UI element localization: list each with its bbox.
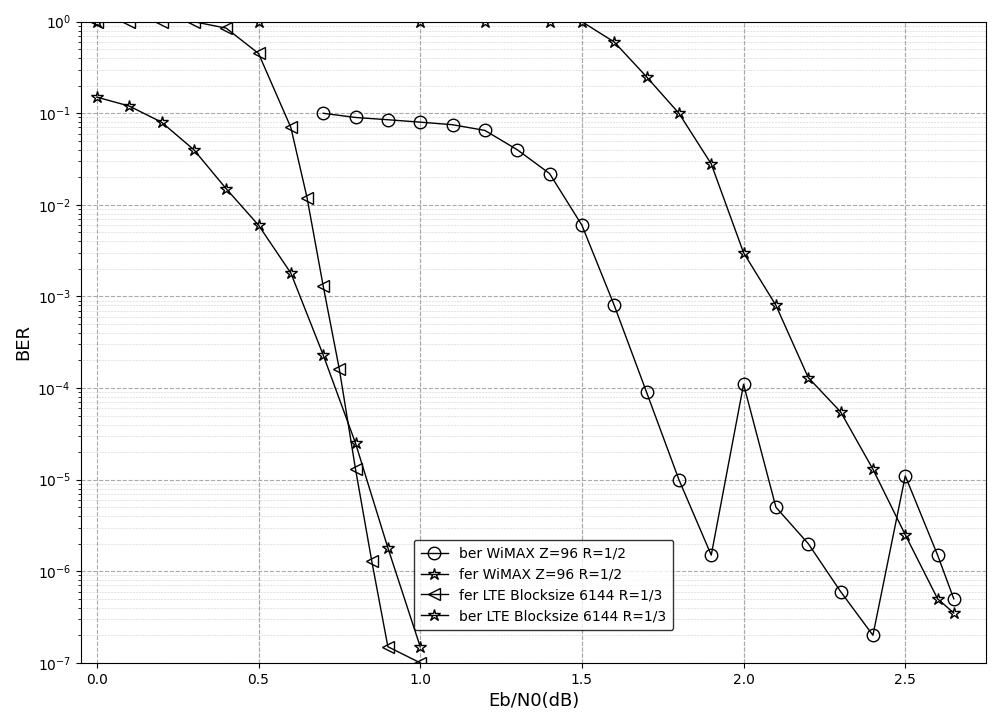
- ber WiMAX Z=96 R=1/2: [511, 146, 523, 154]
- ber WiMAX Z=96 R=1/2: [414, 118, 426, 127]
- Line: ber WiMAX Z=96 R=1/2: ber WiMAX Z=96 R=1/2: [317, 107, 960, 641]
- ber WiMAX Z=96 R=1/2: [350, 113, 362, 122]
- fer WiMAX Z=96 R=1/2: [899, 531, 911, 539]
- fer LTE Blocksize 6144 R=1/3: [253, 49, 265, 58]
- ber LTE Blocksize 6144 R=1/3: [123, 101, 135, 110]
- fer LTE Blocksize 6144 R=1/3: [220, 24, 232, 33]
- X-axis label: Eb/N0(dB): Eb/N0(dB): [488, 692, 579, 710]
- ber LTE Blocksize 6144 R=1/3: [382, 544, 394, 552]
- ber LTE Blocksize 6144 R=1/3: [188, 146, 200, 154]
- ber WiMAX Z=96 R=1/2: [899, 471, 911, 480]
- fer WiMAX Z=96 R=1/2: [867, 465, 879, 473]
- ber WiMAX Z=96 R=1/2: [382, 115, 394, 124]
- ber WiMAX Z=96 R=1/2: [447, 120, 459, 129]
- ber WiMAX Z=96 R=1/2: [705, 551, 717, 560]
- ber WiMAX Z=96 R=1/2: [479, 126, 491, 135]
- fer LTE Blocksize 6144 R=1/3: [91, 17, 103, 26]
- ber WiMAX Z=96 R=1/2: [317, 109, 329, 117]
- fer WiMAX Z=96 R=1/2: [673, 109, 685, 117]
- fer WiMAX Z=96 R=1/2: [705, 159, 717, 168]
- ber LTE Blocksize 6144 R=1/3: [317, 350, 329, 359]
- ber LTE Blocksize 6144 R=1/3: [285, 269, 297, 277]
- fer WiMAX Z=96 R=1/2: [802, 374, 814, 382]
- ber LTE Blocksize 6144 R=1/3: [253, 221, 265, 230]
- ber WiMAX Z=96 R=1/2: [544, 169, 556, 178]
- ber LTE Blocksize 6144 R=1/3: [414, 642, 426, 651]
- fer LTE Blocksize 6144 R=1/3: [301, 193, 313, 202]
- fer WiMAX Z=96 R=1/2: [414, 17, 426, 26]
- fer LTE Blocksize 6144 R=1/3: [188, 17, 200, 26]
- Legend: ber WiMAX Z=96 R=1/2, fer WiMAX Z=96 R=1/2, fer LTE Blocksize 6144 R=1/3, ber LT: ber WiMAX Z=96 R=1/2, fer WiMAX Z=96 R=1…: [414, 539, 673, 631]
- Line: ber LTE Blocksize 6144 R=1/3: ber LTE Blocksize 6144 R=1/3: [91, 91, 426, 653]
- ber WiMAX Z=96 R=1/2: [770, 503, 782, 512]
- fer WiMAX Z=96 R=1/2: [253, 17, 265, 26]
- ber WiMAX Z=96 R=1/2: [576, 221, 588, 230]
- fer LTE Blocksize 6144 R=1/3: [414, 659, 426, 668]
- ber WiMAX Z=96 R=1/2: [802, 539, 814, 548]
- fer LTE Blocksize 6144 R=1/3: [317, 282, 329, 290]
- fer WiMAX Z=96 R=1/2: [932, 594, 944, 603]
- ber LTE Blocksize 6144 R=1/3: [91, 93, 103, 101]
- ber WiMAX Z=96 R=1/2: [948, 594, 960, 603]
- fer LTE Blocksize 6144 R=1/3: [366, 557, 378, 565]
- fer WiMAX Z=96 R=1/2: [641, 72, 653, 81]
- ber WiMAX Z=96 R=1/2: [608, 301, 620, 310]
- Line: fer WiMAX Z=96 R=1/2: fer WiMAX Z=96 R=1/2: [91, 15, 960, 619]
- ber WiMAX Z=96 R=1/2: [867, 631, 879, 639]
- ber LTE Blocksize 6144 R=1/3: [220, 185, 232, 193]
- fer WiMAX Z=96 R=1/2: [948, 609, 960, 618]
- fer LTE Blocksize 6144 R=1/3: [156, 17, 168, 26]
- fer LTE Blocksize 6144 R=1/3: [285, 123, 297, 132]
- Line: fer LTE Blocksize 6144 R=1/3: fer LTE Blocksize 6144 R=1/3: [91, 15, 426, 669]
- Y-axis label: BER: BER: [14, 324, 32, 361]
- ber WiMAX Z=96 R=1/2: [932, 551, 944, 560]
- fer WiMAX Z=96 R=1/2: [544, 17, 556, 26]
- ber WiMAX Z=96 R=1/2: [738, 380, 750, 389]
- fer LTE Blocksize 6144 R=1/3: [382, 642, 394, 651]
- fer WiMAX Z=96 R=1/2: [91, 17, 103, 26]
- fer LTE Blocksize 6144 R=1/3: [350, 465, 362, 473]
- fer WiMAX Z=96 R=1/2: [835, 408, 847, 416]
- fer WiMAX Z=96 R=1/2: [770, 301, 782, 310]
- fer WiMAX Z=96 R=1/2: [479, 17, 491, 26]
- ber WiMAX Z=96 R=1/2: [673, 475, 685, 484]
- fer WiMAX Z=96 R=1/2: [608, 38, 620, 46]
- fer LTE Blocksize 6144 R=1/3: [123, 17, 135, 26]
- ber LTE Blocksize 6144 R=1/3: [350, 439, 362, 447]
- ber WiMAX Z=96 R=1/2: [835, 587, 847, 596]
- fer LTE Blocksize 6144 R=1/3: [333, 365, 345, 374]
- fer WiMAX Z=96 R=1/2: [576, 17, 588, 26]
- ber WiMAX Z=96 R=1/2: [641, 388, 653, 397]
- fer WiMAX Z=96 R=1/2: [738, 248, 750, 257]
- ber LTE Blocksize 6144 R=1/3: [156, 118, 168, 127]
